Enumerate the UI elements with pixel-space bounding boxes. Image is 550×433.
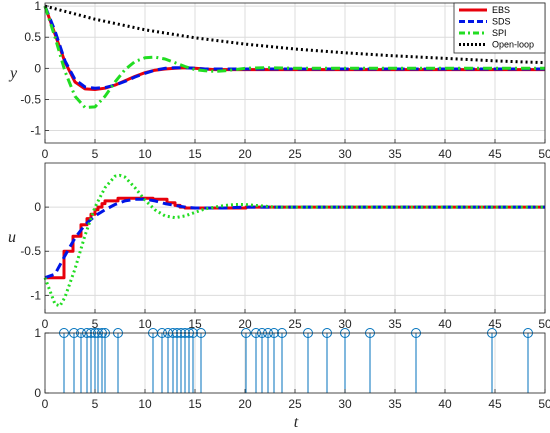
x-tick-label: 5 xyxy=(92,147,99,161)
y-tick-label: 0 xyxy=(34,386,41,400)
x-tick-label: 5 xyxy=(92,397,99,411)
legend-label: EBS xyxy=(492,5,510,15)
x-tick-label: 10 xyxy=(138,317,152,331)
y-tick-label: 1 xyxy=(34,0,41,13)
middle-series xyxy=(43,173,545,308)
x-tick-label: 25 xyxy=(288,317,302,331)
bottom-grid xyxy=(44,332,546,394)
y-tick-label: -1 xyxy=(30,124,41,138)
bottom-x-ticks: 0 5 10 15 20 25 30 35 40 45 50 xyxy=(42,389,550,411)
y-tick-label: -1 xyxy=(30,288,41,302)
middle-grid xyxy=(44,163,546,313)
x-tick-label: 15 xyxy=(188,317,202,331)
x-tick-label: 10 xyxy=(138,147,152,161)
x-tick-label: 0 xyxy=(42,397,49,411)
x-tick-label: 0 xyxy=(42,317,49,331)
y-tick-label: -0.5 xyxy=(20,244,41,258)
top-y-axis-label: y xyxy=(8,65,18,82)
legend-label: SPI xyxy=(492,28,507,38)
x-tick-label: 0 xyxy=(42,147,49,161)
legend-label: SDS xyxy=(492,17,511,27)
x-tick-label: 20 xyxy=(238,397,252,411)
y-tick-label: -0.5 xyxy=(20,92,41,106)
x-tick-label: 20 xyxy=(238,317,252,331)
series-spi-line xyxy=(43,173,545,308)
y-tick-label: 0 xyxy=(34,61,41,75)
series-open-loop-line xyxy=(44,4,546,65)
x-tick-label: 30 xyxy=(338,397,352,411)
y-tick-label: 0 xyxy=(34,200,41,214)
x-tick-label: 45 xyxy=(488,397,502,411)
x-tick-label: 50 xyxy=(538,397,550,411)
bottom-panel: 0 5 10 15 20 25 30 35 40 45 50 10 t xyxy=(34,326,550,431)
x-tick-label: 50 xyxy=(538,317,550,331)
x-tick-label: 40 xyxy=(438,397,452,411)
bottom-x-axis-label: t xyxy=(294,414,299,431)
middle-y-axis-label: u xyxy=(8,229,16,246)
legend-label: Open-loop xyxy=(492,40,534,50)
x-tick-label: 35 xyxy=(388,317,402,331)
x-tick-label: 25 xyxy=(288,397,302,411)
top-x-ticks: 0 5 10 15 20 25 30 35 40 45 50 xyxy=(42,139,550,161)
bottom-y-ticks: 10 xyxy=(34,326,49,400)
y-tick-label: 0.5 xyxy=(24,30,41,44)
x-tick-label: 20 xyxy=(238,147,252,161)
x-tick-label: 10 xyxy=(138,397,152,411)
top-panel: 0 5 10 15 20 25 30 35 40 45 50 1 0.5 0 -0.5 -1 y EBS SD… xyxy=(8,0,550,161)
x-tick-label: 45 xyxy=(488,317,502,331)
middle-y-ticks: 0 -0.5 -1 xyxy=(20,200,49,302)
x-tick-label: 15 xyxy=(188,147,202,161)
x-tick-label: 50 xyxy=(538,147,550,161)
y-tick-label: 1 xyxy=(34,326,41,340)
series-spi-line xyxy=(43,5,545,109)
series-ebs-line xyxy=(45,196,545,280)
x-tick-label: 35 xyxy=(388,397,402,411)
x-tick-label: 25 xyxy=(288,147,302,161)
x-tick-label: 5 xyxy=(92,317,99,331)
top-y-ticks: 1 0.5 0 -0.5 -1 xyxy=(20,0,49,138)
top-series xyxy=(43,4,546,109)
x-tick-label: 45 xyxy=(488,147,502,161)
x-tick-label: 40 xyxy=(438,317,452,331)
series-sds-line xyxy=(44,197,545,280)
x-tick-label: 30 xyxy=(338,147,352,161)
x-tick-label: 35 xyxy=(388,147,402,161)
middle-panel: 0 5 10 15 20 25 30 35 40 45 50 0 -0.5 -1 u xyxy=(8,162,550,331)
x-tick-label: 15 xyxy=(188,397,202,411)
x-tick-label: 30 xyxy=(338,317,352,331)
middle-x-ticks: 0 5 10 15 20 25 30 35 40 45 50 xyxy=(42,309,550,331)
x-tick-label: 40 xyxy=(438,147,452,161)
